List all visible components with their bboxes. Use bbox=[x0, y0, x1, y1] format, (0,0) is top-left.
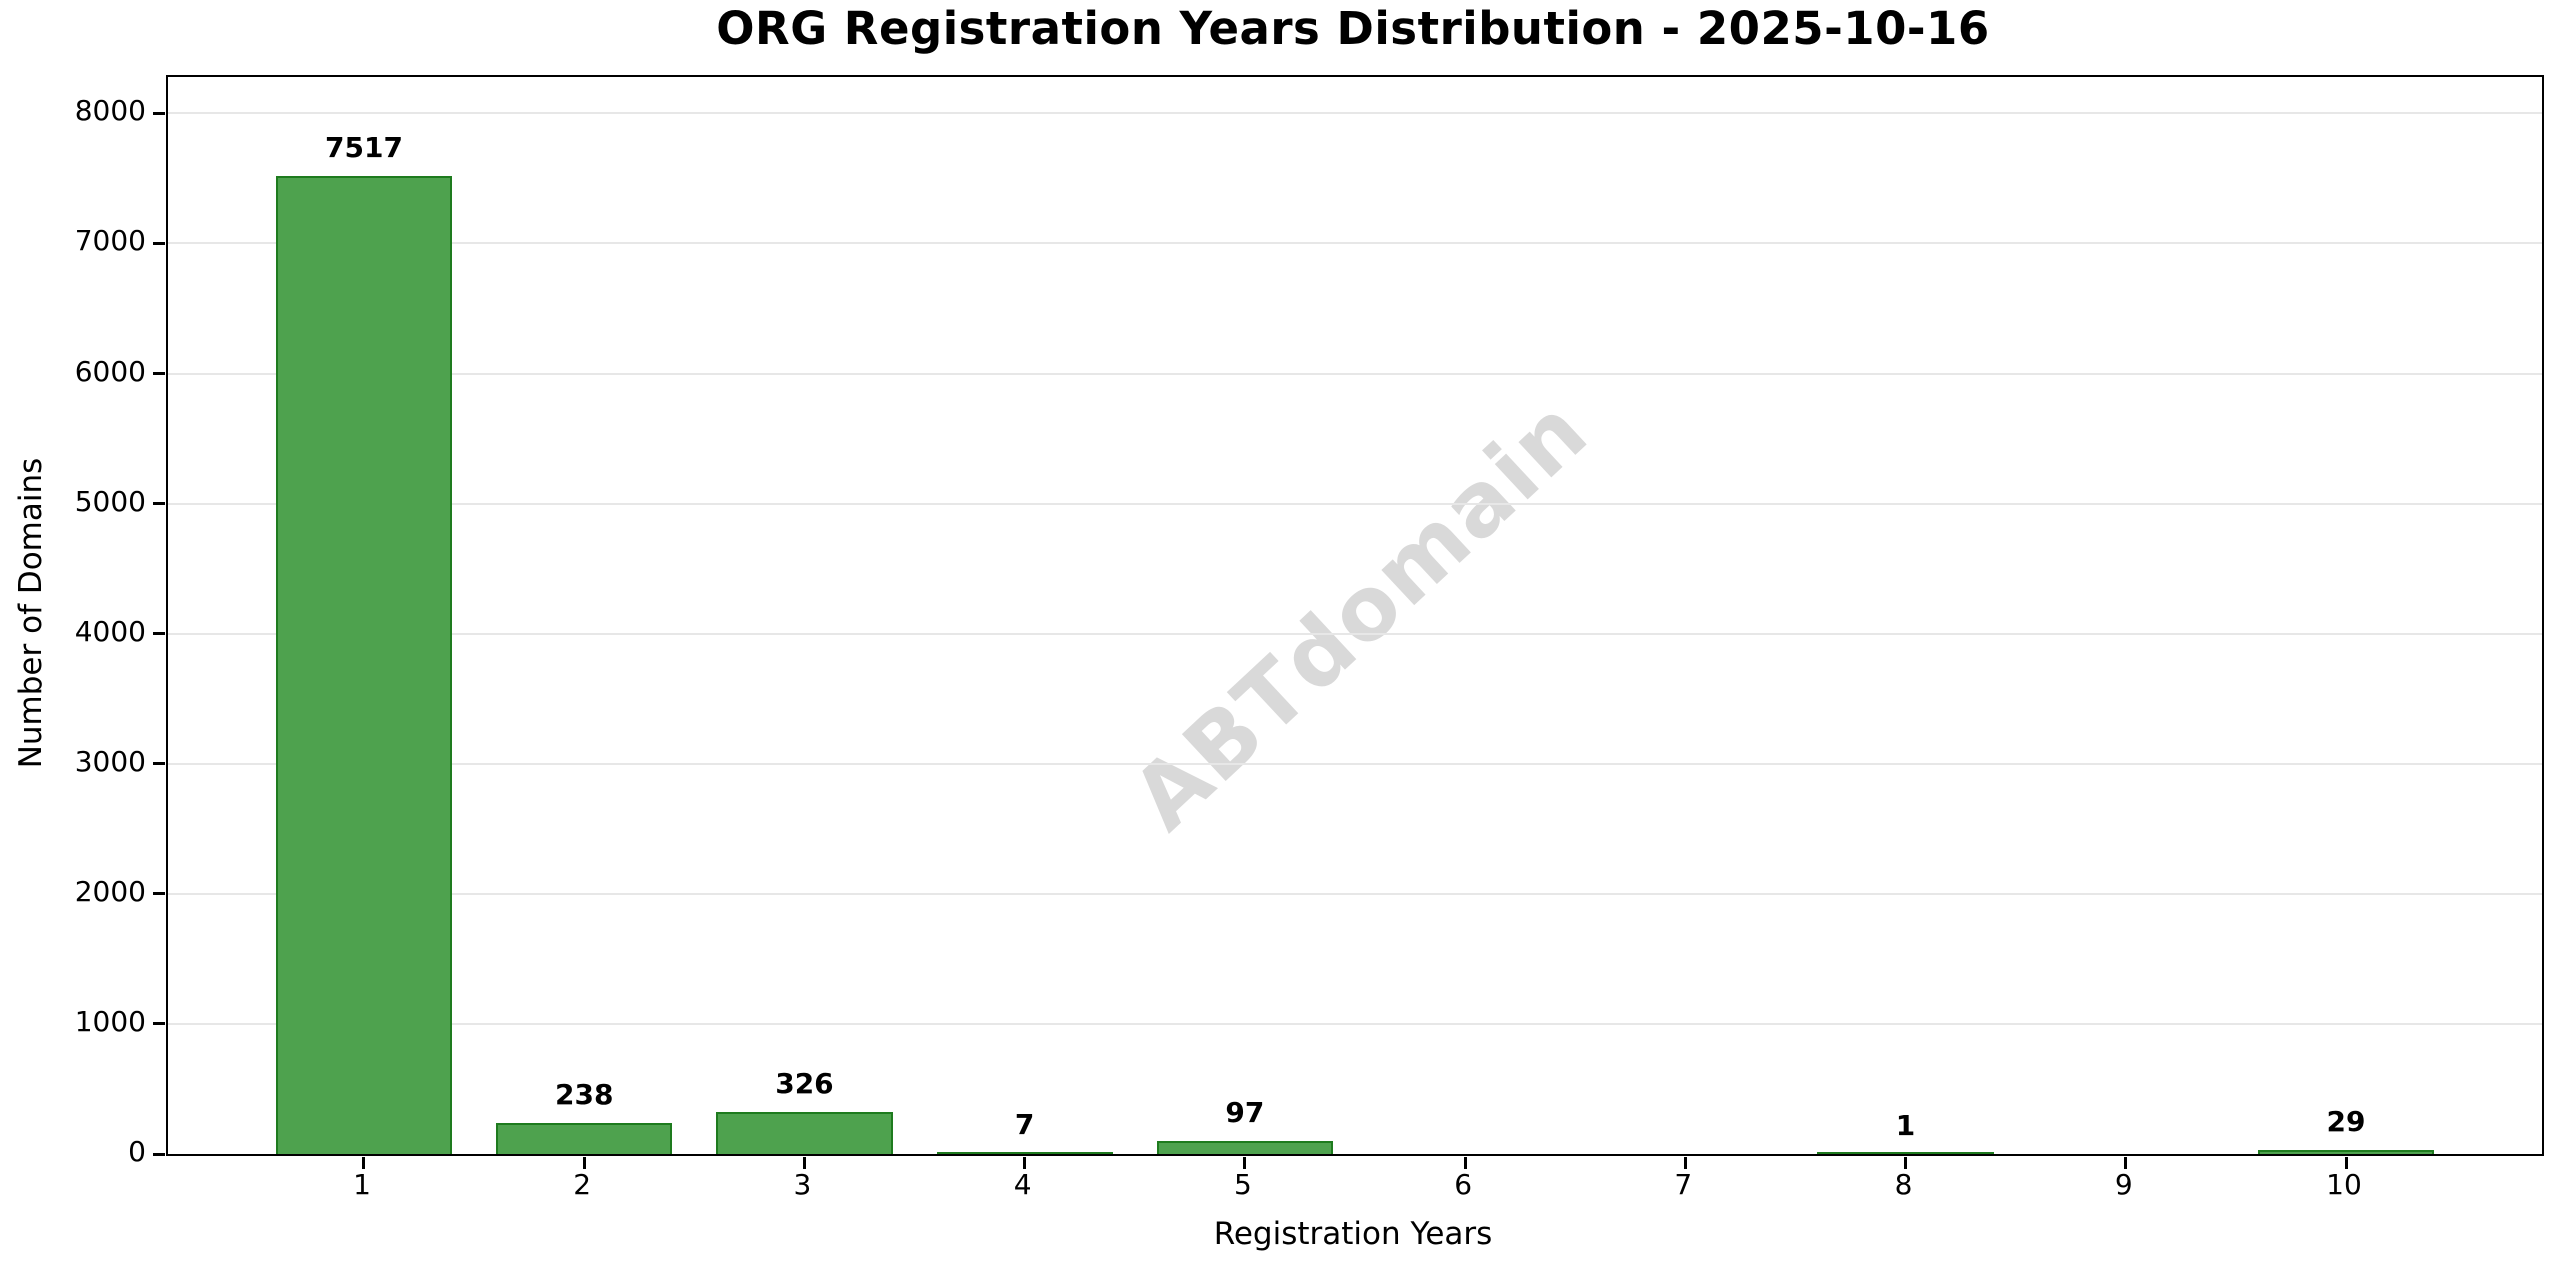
bar-value-label-10: 29 bbox=[2326, 1105, 2366, 1139]
x-tick-label-2: 2 bbox=[573, 1168, 592, 1201]
bar-value-label-8: 1 bbox=[1895, 1108, 1916, 1142]
x-axis-title: Registration Years bbox=[1213, 1216, 1493, 1252]
y-tick-mark-8000 bbox=[153, 111, 165, 115]
y-tick-label-7000: 7000 bbox=[74, 224, 146, 258]
bar-value-label-2: 238 bbox=[554, 1078, 614, 1112]
x-tick-mark-7 bbox=[1683, 1157, 1687, 1169]
chart-title: ORG Registration Years Distribution - 20… bbox=[716, 2, 1990, 55]
y-axis-title: Number of Domains bbox=[13, 457, 49, 769]
x-tick-mark-6 bbox=[1463, 1157, 1467, 1169]
gridline-y-4000 bbox=[168, 632, 2542, 635]
x-tick-mark-1 bbox=[362, 1157, 366, 1169]
x-tick-label-5: 5 bbox=[1233, 1168, 1252, 1201]
bar-value-label-5: 97 bbox=[1225, 1096, 1265, 1130]
y-tick-mark-3000 bbox=[153, 762, 165, 766]
gridline-y-6000 bbox=[168, 372, 2542, 375]
x-tick-mark-4 bbox=[1023, 1157, 1027, 1169]
y-tick-mark-6000 bbox=[153, 372, 165, 376]
x-tick-mark-10 bbox=[2344, 1157, 2348, 1169]
y-tick-label-6000: 6000 bbox=[74, 354, 146, 388]
gridline-y-2000 bbox=[168, 892, 2542, 895]
bar-value-label-3: 326 bbox=[775, 1066, 834, 1100]
y-tick-mark-1000 bbox=[153, 1022, 165, 1026]
x-tick-mark-2 bbox=[582, 1157, 586, 1169]
y-tick-mark-5000 bbox=[153, 502, 165, 506]
x-tick-label-10: 10 bbox=[2326, 1168, 2362, 1201]
bar-value-label-4: 7 bbox=[1014, 1108, 1035, 1142]
y-tick-label-4000: 4000 bbox=[74, 614, 146, 648]
bar-1 bbox=[275, 176, 453, 1154]
bar-10 bbox=[2257, 1150, 2435, 1154]
x-tick-mark-8 bbox=[1904, 1157, 1908, 1169]
y-tick-label-8000: 8000 bbox=[74, 94, 146, 128]
x-tick-label-3: 3 bbox=[793, 1168, 812, 1201]
gridline-y-5000 bbox=[168, 502, 2542, 505]
x-tick-label-1: 1 bbox=[353, 1168, 371, 1201]
y-tick-label-0: 0 bbox=[128, 1135, 146, 1168]
gridline-y-7000 bbox=[168, 242, 2542, 245]
x-tick-label-9: 9 bbox=[2114, 1168, 2133, 1201]
bar-3 bbox=[716, 1111, 893, 1154]
y-tick-label-3000: 3000 bbox=[74, 744, 146, 778]
y-tick-mark-2000 bbox=[153, 892, 165, 896]
y-tick-label-1000: 1000 bbox=[74, 1004, 146, 1038]
x-tick-label-7: 7 bbox=[1674, 1168, 1693, 1201]
y-tick-label-5000: 5000 bbox=[74, 484, 146, 518]
watermark-text: ABTdomain bbox=[1112, 378, 1608, 850]
bar-5 bbox=[1156, 1141, 1333, 1154]
x-tick-label-4: 4 bbox=[1013, 1168, 1032, 1201]
x-tick-label-8: 8 bbox=[1894, 1168, 1913, 1201]
bar-8 bbox=[1817, 1152, 1994, 1154]
y-tick-label-2000: 2000 bbox=[74, 874, 146, 908]
x-tick-mark-5 bbox=[1243, 1157, 1247, 1169]
bar-4 bbox=[936, 1152, 1113, 1154]
x-tick-mark-9 bbox=[2124, 1157, 2128, 1169]
y-tick-mark-0 bbox=[153, 1152, 165, 1156]
gridline-y-8000 bbox=[168, 112, 2542, 115]
plot-area: ABTdomain 7517 238 326 7 97 1 29 bbox=[153, 75, 2544, 1169]
x-tick-label-6: 6 bbox=[1454, 1168, 1473, 1201]
x-tick-mark-3 bbox=[802, 1157, 806, 1169]
bar-2 bbox=[496, 1123, 673, 1154]
bar-value-label-1: 7517 bbox=[325, 131, 403, 165]
gridline-y-3000 bbox=[168, 762, 2542, 765]
gridline-y-1000 bbox=[168, 1022, 2542, 1025]
y-tick-mark-7000 bbox=[153, 241, 165, 245]
y-tick-mark-4000 bbox=[153, 632, 165, 636]
